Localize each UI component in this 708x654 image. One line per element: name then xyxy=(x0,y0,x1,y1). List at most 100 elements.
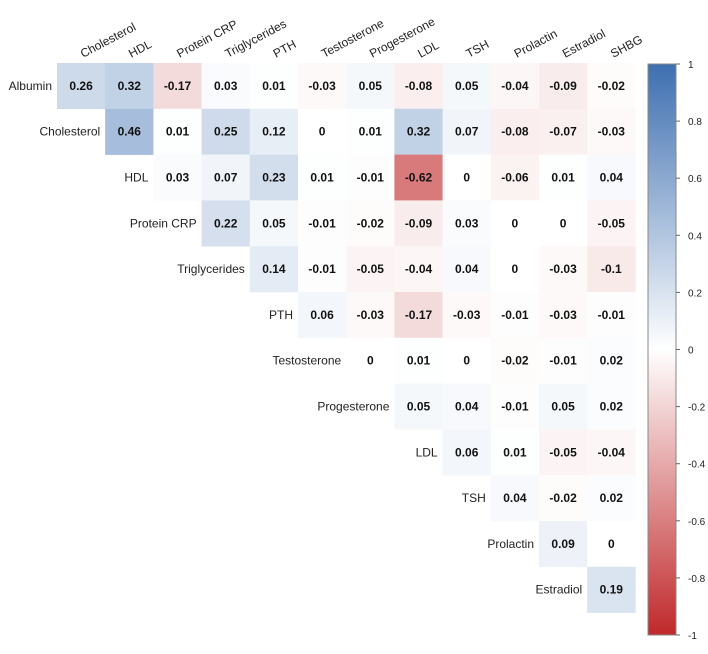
row-label-hdl: HDL xyxy=(124,171,148,185)
heatmap-cell-triglycerides-shbg xyxy=(587,246,636,293)
legend-tick-label: 0.4 xyxy=(688,231,702,242)
heatmap-cell-cholesterol-prolactin xyxy=(490,108,540,155)
heatmap-cell-protein-crp-prolactin xyxy=(490,200,540,247)
heatmap-cell-protein-crp-ldl xyxy=(394,200,443,247)
cell-value-testosterone-tsh: 0 xyxy=(463,354,470,368)
cell-value-cholesterol-pth: 0.12 xyxy=(262,125,286,139)
heatmap-cell-albumin-shbg xyxy=(587,63,636,110)
cell-value-albumin-estradiol: -0.09 xyxy=(549,79,577,93)
heatmap-cell-pth-tsh xyxy=(442,292,492,339)
cell-value-testosterone-estradiol: -0.01 xyxy=(549,354,577,368)
cell-value-albumin-protein-crp: -0.17 xyxy=(164,79,192,93)
heatmap-cell-testosterone-estradiol xyxy=(539,337,588,384)
cell-value-triglycerides-shbg: -0.1 xyxy=(601,262,622,276)
cell-value-pth-testosterone: 0.06 xyxy=(310,308,334,322)
heatmap-cell-hdl-pth xyxy=(249,154,299,201)
heatmap-cell-hdl-protein-crp xyxy=(153,154,202,201)
heatmap-cell-tsh-prolactin xyxy=(490,475,540,522)
cell-value-albumin-shbg: -0.02 xyxy=(598,79,626,93)
heatmap-values: 0.26 0.32 -0.17 0.03 0.01 -0.03 0.05 -0.08 0.05 -… xyxy=(69,79,625,597)
row-label-cholesterol: Cholesterol xyxy=(39,125,100,139)
heatmap-cell-protein-crp-tsh xyxy=(442,200,492,247)
heatmap-cell-hdl-shbg xyxy=(587,154,636,201)
legend-tick-label: -0.6 xyxy=(688,517,706,528)
cell-value-progesterone-prolactin: -0.01 xyxy=(501,400,529,414)
cell-value-protein-crp-prolactin: 0 xyxy=(512,216,519,230)
heatmap-cell-progesterone-tsh xyxy=(442,383,492,430)
cell-value-triglycerides-testosterone: -0.01 xyxy=(308,262,336,276)
color-legend-bar xyxy=(647,63,677,636)
heatmap-cell-cholesterol-estradiol xyxy=(539,108,588,155)
heatmap-cell-albumin-protein-crp xyxy=(153,63,202,110)
cell-value-ldl-shbg: -0.04 xyxy=(598,445,626,459)
cell-value-protein-crp-triglycerides: 0.22 xyxy=(214,216,238,230)
cell-value-cholesterol-shbg: -0.03 xyxy=(598,125,626,139)
cell-value-tsh-estradiol: -0.02 xyxy=(549,491,577,505)
heatmap-cell-albumin-hdl xyxy=(105,63,154,110)
heatmap-cell-hdl-progesterone xyxy=(346,154,395,201)
heatmap-cell-pth-prolactin xyxy=(490,292,540,339)
row-label-ldl: LDL xyxy=(416,445,438,459)
cell-value-protein-crp-tsh: 0.03 xyxy=(455,216,479,230)
col-label-tsh: TSH xyxy=(464,37,492,61)
cell-value-cholesterol-estradiol: -0.07 xyxy=(549,125,577,139)
cell-value-pth-shbg: -0.01 xyxy=(598,308,626,322)
heatmap-cell-pth-testosterone xyxy=(298,292,347,339)
heatmap-cell-cholesterol-progesterone xyxy=(346,108,395,155)
color-legend-ticks: 1 0.8 0.6 0.4 0.2 0 -0.2 -0.4 -0.6 -0.8 -1 xyxy=(676,60,706,642)
cell-value-testosterone-progesterone: 0 xyxy=(367,354,374,368)
col-label-ldl: LDL xyxy=(415,38,441,61)
heatmap-cell-albumin-estradiol xyxy=(539,63,588,110)
cell-value-hdl-progesterone: -0.01 xyxy=(357,171,385,185)
heatmap-cell-testosterone-prolactin xyxy=(490,337,540,384)
heatmap-cell-triglycerides-estradiol xyxy=(539,246,588,293)
cell-value-pth-progesterone: -0.03 xyxy=(357,308,385,322)
heatmap-cell-triglycerides-testosterone xyxy=(298,246,347,293)
row-label-prolactin: Prolactin xyxy=(487,537,534,551)
row-labels: Albumin Cholesterol HDL Protein CRP Triglyce… xyxy=(9,79,583,597)
cell-value-cholesterol-hdl: 0.46 xyxy=(118,125,142,139)
legend-tick-label: 0.6 xyxy=(688,174,702,185)
heatmap-cell-albumin-cholesterol xyxy=(57,63,106,110)
row-label-triglycerides: Triglycerides xyxy=(177,262,245,276)
heatmap-cell-hdl-ldl xyxy=(394,154,443,201)
heatmap-cell-cholesterol-testosterone xyxy=(298,108,347,155)
cell-value-cholesterol-tsh: 0.07 xyxy=(455,125,479,139)
heatmap-cell-testosterone-ldl xyxy=(394,337,443,384)
cell-value-albumin-testosterone: -0.03 xyxy=(308,79,336,93)
cell-value-hdl-estradiol: 0.01 xyxy=(551,171,575,185)
cell-value-triglycerides-estradiol: -0.03 xyxy=(549,262,577,276)
heatmap-cell-hdl-triglycerides xyxy=(201,154,251,201)
cell-value-ldl-tsh: 0.06 xyxy=(455,445,479,459)
heatmap-cell-hdl-prolactin xyxy=(490,154,540,201)
cell-value-estradiol-shbg: 0.19 xyxy=(600,583,624,597)
cell-value-ldl-estradiol: -0.05 xyxy=(549,445,577,459)
legend-tick-label: -0.8 xyxy=(688,574,706,585)
col-label-shbg: SHBG xyxy=(608,32,645,60)
cell-value-triglycerides-prolactin: 0 xyxy=(512,262,519,276)
heatmap-cell-progesterone-estradiol xyxy=(539,383,588,430)
cell-value-albumin-progesterone: 0.05 xyxy=(359,79,383,93)
heatmap-cell-testosterone-progesterone xyxy=(346,337,395,384)
heatmap-cell-cholesterol-triglycerides xyxy=(201,108,251,155)
legend-tick-label: 0.2 xyxy=(688,288,702,299)
cell-value-testosterone-shbg: 0.02 xyxy=(600,354,624,368)
cell-value-protein-crp-estradiol: 0 xyxy=(560,216,567,230)
col-label-estradiol: Estradiol xyxy=(560,26,608,60)
cell-value-progesterone-tsh: 0.04 xyxy=(455,400,479,414)
cell-value-testosterone-prolactin: -0.02 xyxy=(501,354,529,368)
heatmap-cell-albumin-tsh xyxy=(442,63,492,110)
heatmap-cell-cholesterol-tsh xyxy=(442,108,492,155)
col-label-pth: PTH xyxy=(271,37,299,61)
cell-value-albumin-hdl: 0.32 xyxy=(118,79,142,93)
legend-tick-label: 0 xyxy=(688,346,694,357)
heatmap-cell-progesterone-prolactin xyxy=(490,383,540,430)
cell-value-albumin-pth: 0.01 xyxy=(262,79,286,93)
heatmap-cell-testosterone-shbg xyxy=(587,337,636,384)
legend-tick-label: -0.2 xyxy=(688,403,706,414)
cell-value-hdl-pth: 0.23 xyxy=(262,171,286,185)
cell-value-progesterone-ldl: 0.05 xyxy=(407,400,431,414)
heatmap-cell-tsh-shbg xyxy=(587,475,636,522)
heatmap-cell-progesterone-shbg xyxy=(587,383,636,430)
